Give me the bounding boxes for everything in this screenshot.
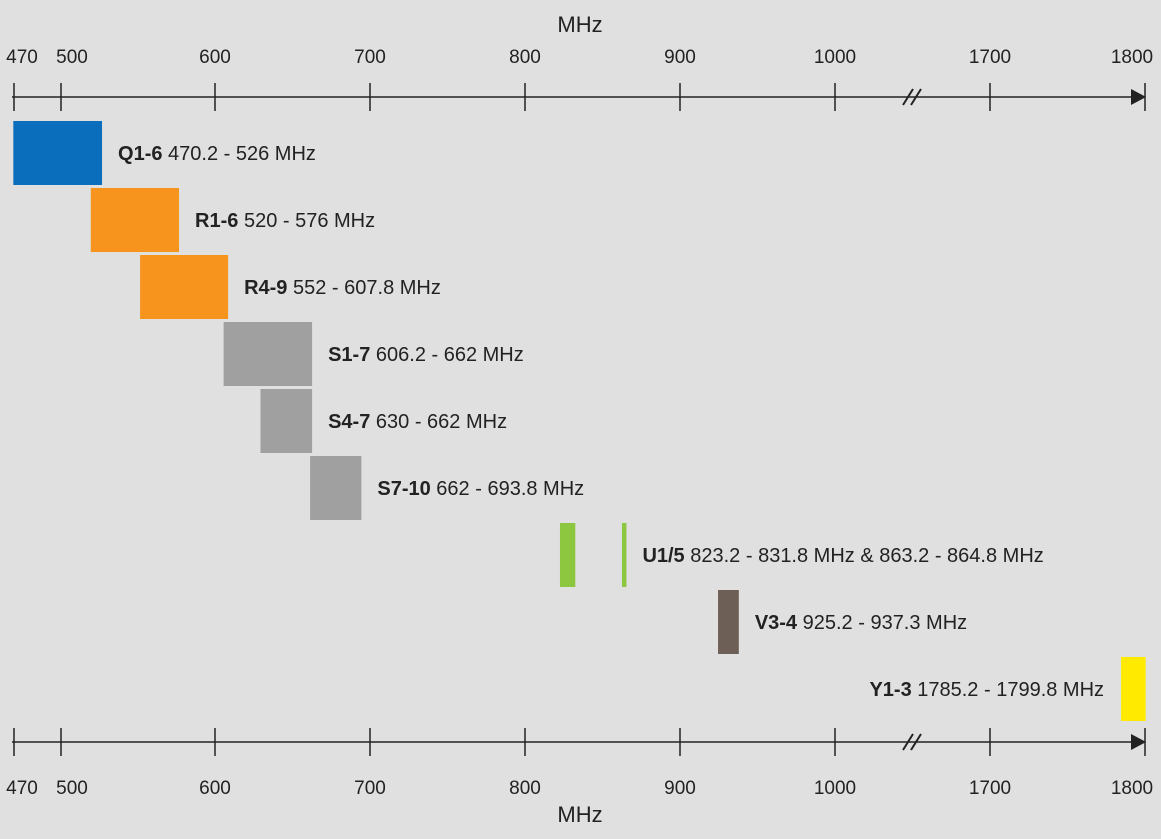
top-axis-tick-label: 900 — [664, 47, 696, 68]
bottom-axis-tick-label: 470 — [6, 778, 38, 799]
band-label: R1-6 520 - 576 MHz — [195, 210, 375, 232]
top-axis-tick-label: 800 — [509, 47, 541, 68]
top-axis-tick-label: 470 — [6, 47, 38, 68]
band-range: 925.2 - 937.3 MHz — [797, 612, 967, 634]
band-label: Q1-6 470.2 - 526 MHz — [118, 143, 316, 165]
top-axis-break-mark — [902, 88, 914, 106]
band-bar — [90, 188, 180, 252]
band-name: U1/5 — [642, 545, 684, 567]
band-bar — [13, 121, 103, 185]
bottom-axis-tick-label: 800 — [509, 778, 541, 799]
band-bar — [223, 322, 313, 386]
band-range: 552 - 607.8 MHz — [287, 277, 440, 299]
band-bar — [260, 389, 313, 453]
bottom-axis-title: MHz — [557, 802, 602, 827]
band-name: S1-7 — [328, 344, 370, 366]
band-label: R4-9 552 - 607.8 MHz — [244, 277, 441, 299]
band-bar — [310, 456, 362, 520]
band-range: 823.2 - 831.8 MHz & 863.2 - 864.8 MHz — [685, 545, 1044, 567]
band-bar — [140, 255, 229, 319]
top-axis-arrowhead — [1131, 89, 1146, 105]
bottom-axis-arrowhead — [1131, 734, 1146, 750]
top-axis-tick-label: 600 — [199, 47, 231, 68]
band-name: Q1-6 — [118, 143, 162, 165]
band-range: 520 - 576 MHz — [238, 210, 375, 232]
bottom-axis-tick-label: 500 — [56, 778, 88, 799]
band-label: S4-7 630 - 662 MHz — [328, 411, 507, 433]
bottom-axis-tick-label: 900 — [664, 778, 696, 799]
top-axis-tick-label: 1700 — [969, 47, 1011, 68]
band-range: 470.2 - 526 MHz — [163, 143, 316, 165]
band-label: S7-10 662 - 693.8 MHz — [377, 478, 584, 500]
bottom-axis-tick-label: 1700 — [969, 778, 1011, 799]
top-axis-tick-label: 500 — [56, 47, 88, 68]
band-label: V3-4 925.2 - 937.3 MHz — [755, 612, 967, 634]
top-axis-break-mark — [910, 88, 922, 106]
top-axis-title: MHz — [557, 12, 602, 37]
band-name: R1-6 — [195, 210, 238, 232]
band-label: U1/5 823.2 - 831.8 MHz & 863.2 - 864.8 M… — [642, 545, 1043, 567]
bottom-axis-tick-label: 600 — [199, 778, 231, 799]
top-axis-tick-label: 1000 — [814, 47, 856, 68]
band-range: 606.2 - 662 MHz — [370, 344, 523, 366]
bottom-axis-break-mark — [910, 733, 922, 751]
band-label: S1-7 606.2 - 662 MHz — [328, 344, 524, 366]
band-name: V3-4 — [755, 612, 798, 634]
band-range: 662 - 693.8 MHz — [431, 478, 584, 500]
bottom-axis: 470 500 600 700 800 900 1000 1700 1800 — [6, 728, 1153, 799]
band-bar — [621, 523, 627, 587]
bottom-axis-tick-label: 1800 — [1111, 778, 1153, 799]
bottom-axis-tick-label: 700 — [354, 778, 386, 799]
band-bar — [559, 523, 576, 587]
band-name: S4-7 — [328, 411, 370, 433]
band-label: Y1-3 1785.2 - 1799.8 MHz — [869, 679, 1104, 701]
top-axis-tick-label: 1800 — [1111, 47, 1153, 68]
band-name: Y1-3 — [869, 679, 911, 701]
band-bar — [1121, 657, 1146, 721]
band-bar — [718, 590, 739, 654]
band-name: R4-9 — [244, 277, 287, 299]
band-bars: Q1-6 470.2 - 526 MHz R1-6 520 - 576 MHz R4… — [13, 121, 1146, 721]
band-name: S7-10 — [377, 478, 430, 500]
bottom-axis-tick-label: 1000 — [814, 778, 856, 799]
top-axis: 470 500 600 700 800 900 1000 1700 1800 — [6, 47, 1153, 111]
band-range: 630 - 662 MHz — [370, 411, 507, 433]
top-axis-tick-label: 700 — [354, 47, 386, 68]
band-range: 1785.2 - 1799.8 MHz — [912, 679, 1104, 701]
bottom-axis-break-mark — [902, 733, 914, 751]
